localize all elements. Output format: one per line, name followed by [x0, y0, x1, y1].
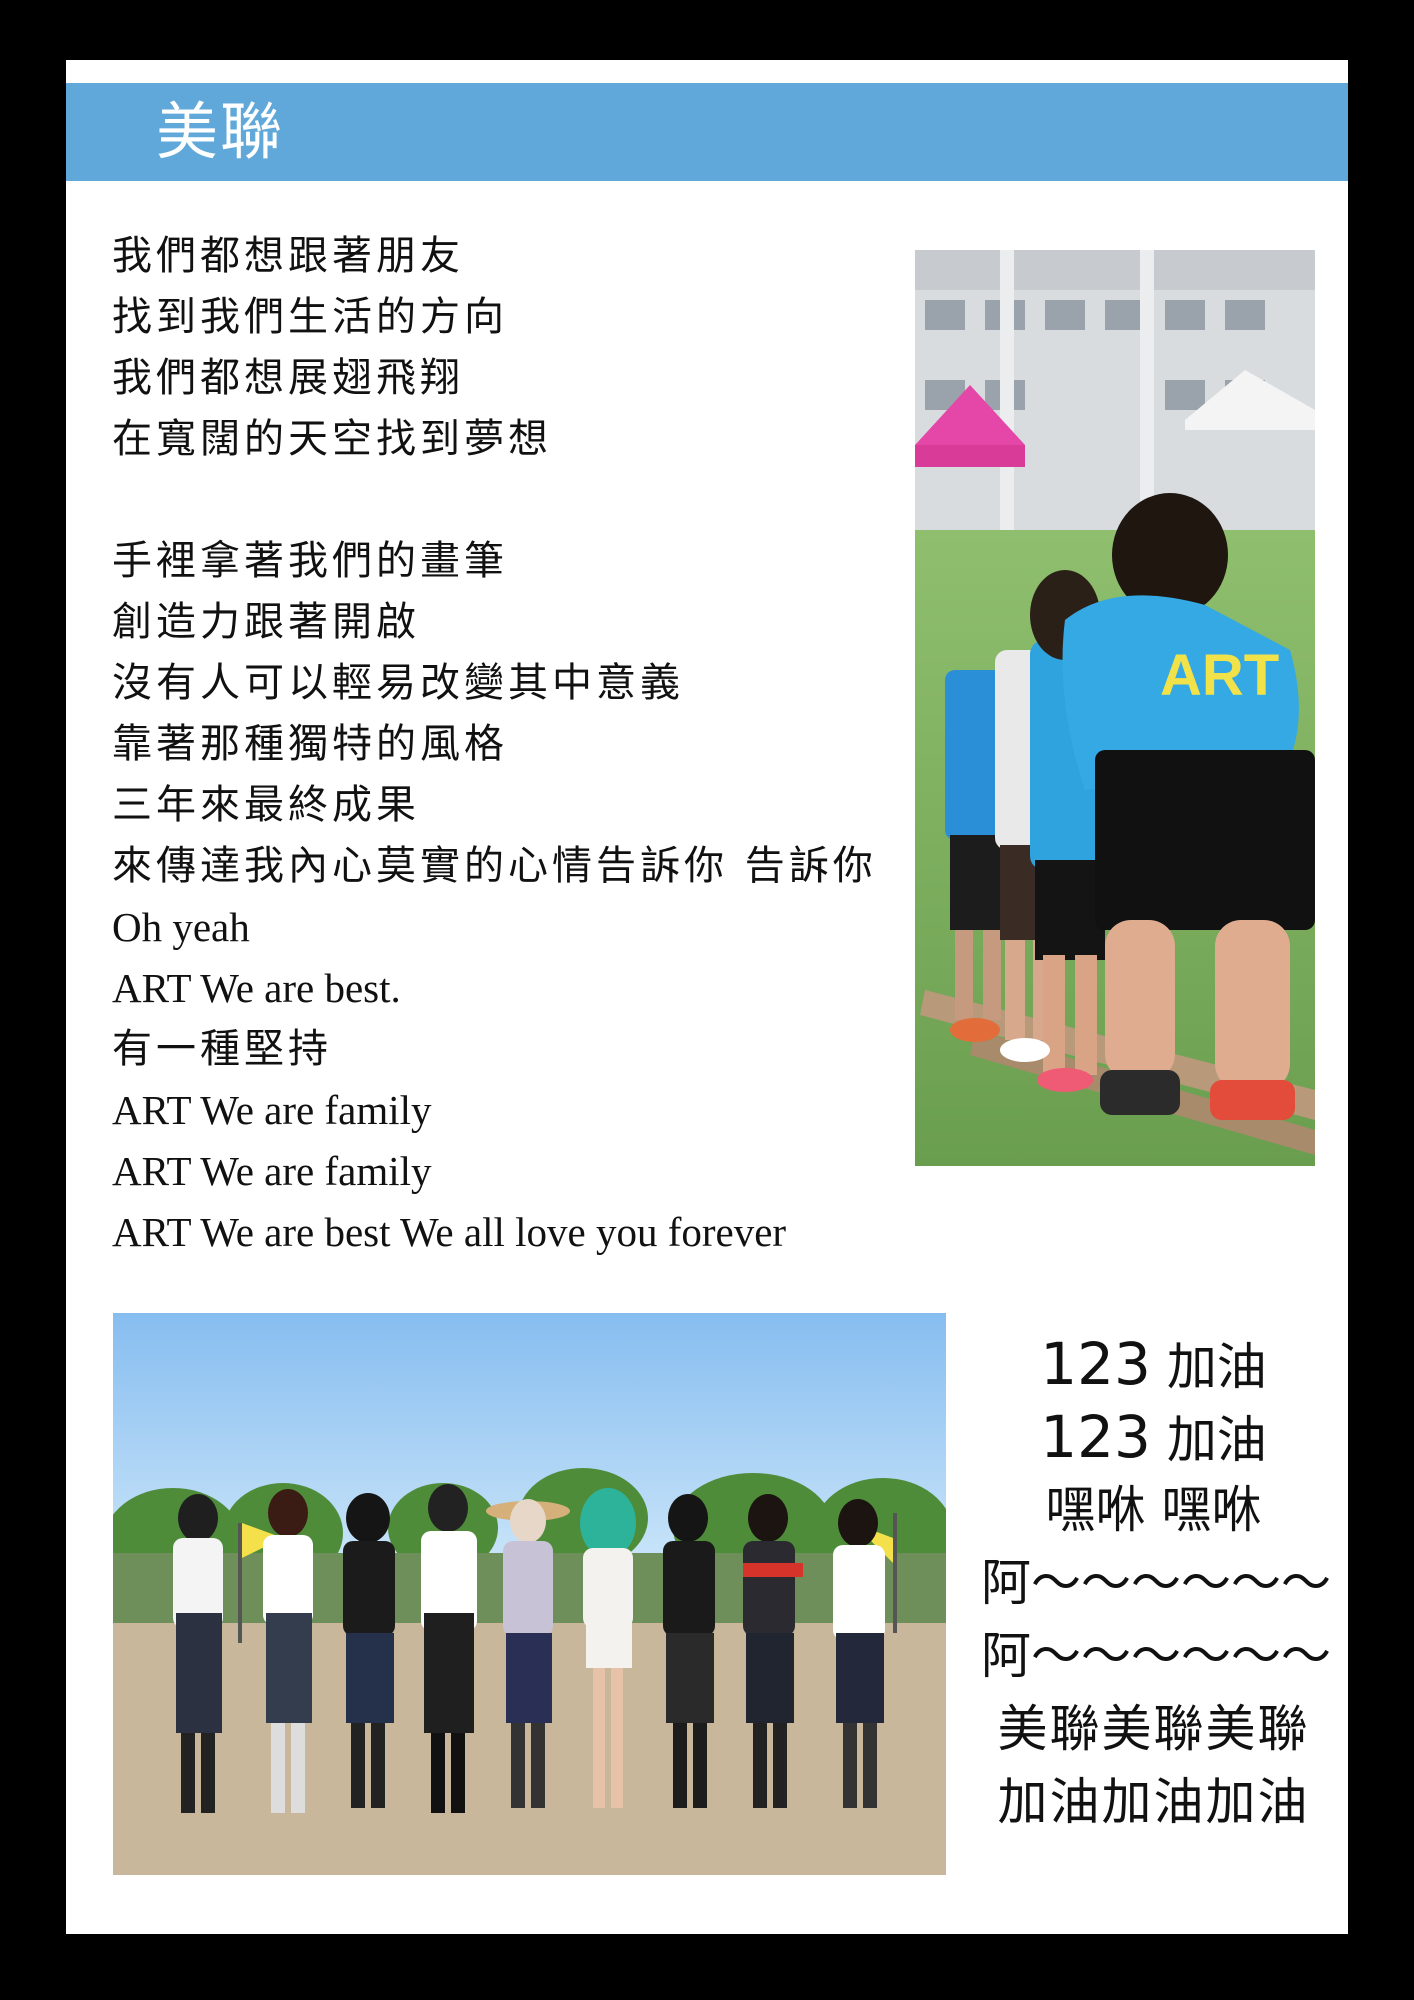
poster-page: 美聯 我們都想跟著朋友 找到我們生活的方向 我們都想展翅飛翔 在寬闊的天空找到夢… — [66, 60, 1348, 1934]
group-costume-illustration — [113, 1313, 946, 1875]
lyric-line: Oh yeah — [112, 904, 250, 950]
group-costume-photo — [113, 1313, 946, 1875]
lyric-line: 在寬闊的天空找到夢想 — [112, 416, 552, 462]
chant-number: 123 — [1040, 1403, 1151, 1471]
chant-text: 加油 — [1166, 1411, 1267, 1469]
lyric-line: ART We are family — [112, 1148, 432, 1194]
lyric-line: 沒有人可以輕易改變其中意義 — [112, 660, 684, 706]
lyric-line: 來傳達我內心莫實的心情告訴你 告訴你 — [112, 843, 877, 889]
stanza-gap — [112, 470, 972, 531]
chant-line: 123 加油 — [981, 1328, 1326, 1401]
chant-line: 嘿咻 嘿咻 — [1045, 1481, 1262, 1539]
lyric-line: ART We are best We all love you forever — [112, 1209, 787, 1255]
lyric-line: 找到我們生活的方向 — [112, 294, 508, 340]
lyric-line: 創造力跟著開啟 — [112, 599, 420, 645]
lyric-line: 有一種堅持 — [112, 1026, 332, 1072]
lyrics-block: 我們都想跟著朋友 找到我們生活的方向 我們都想展翅飛翔 在寬闊的天空找到夢想 手… — [112, 226, 972, 1263]
lyric-line: 靠著那種獨特的風格 — [112, 721, 508, 767]
relay-race-illustration: ART — [915, 250, 1315, 1166]
chant-text: 加油 — [1166, 1338, 1267, 1396]
lyric-line: 三年來最終成果 — [112, 782, 420, 828]
chant-line: 阿～～～～～～ — [981, 1627, 1331, 1685]
lyric-line: 我們都想展翅飛翔 — [112, 355, 464, 401]
chant-block: 123 加油 123 加油 嘿咻 嘿咻 阿～～～～～～ 阿～～～～～～ 美聯美聯… — [981, 1328, 1331, 1839]
lyric-line: 手裡拿著我們的畫筆 — [112, 538, 508, 584]
chant-number: 123 — [1040, 1330, 1151, 1398]
chant-line: 123 加油 — [981, 1401, 1326, 1474]
chant-line: 阿～～～～～～ — [981, 1554, 1331, 1612]
lyric-line: 我們都想跟著朋友 — [112, 233, 464, 279]
lyric-line: ART We are family — [112, 1087, 432, 1133]
chant-line: 加油加油加油 — [997, 1773, 1310, 1831]
page-title: 美聯 — [156, 95, 285, 168]
lyric-line: ART We are best. — [112, 965, 401, 1011]
chant-line: 美聯美聯美聯 — [997, 1700, 1310, 1758]
relay-race-photo: ART — [915, 250, 1315, 1166]
header-bar: 美聯 — [66, 83, 1348, 181]
shirt-logo-text: ART — [1160, 643, 1279, 708]
